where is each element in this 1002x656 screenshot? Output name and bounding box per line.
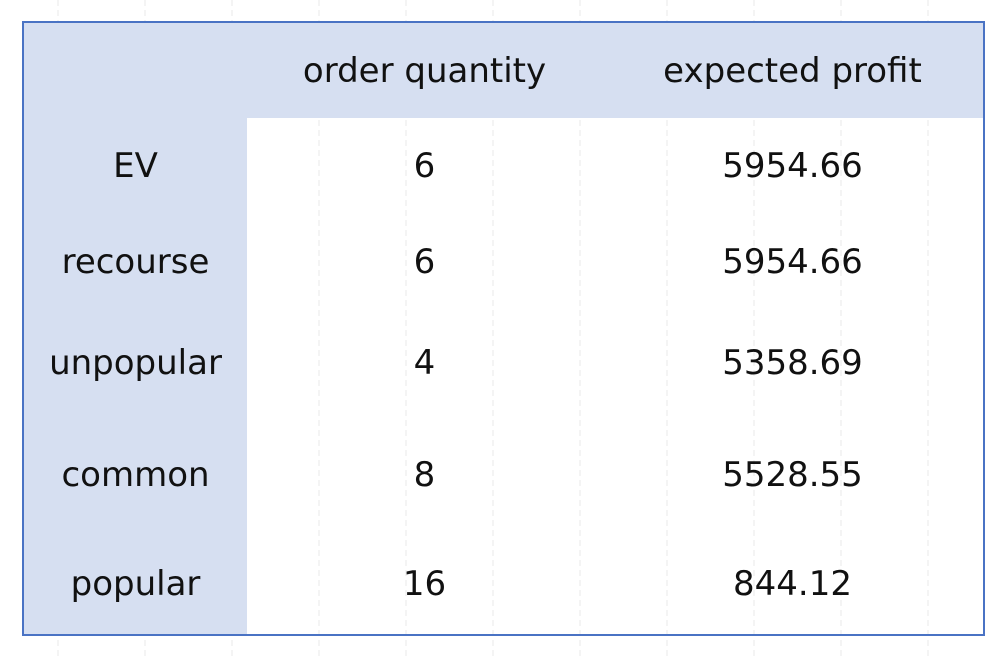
- expected-profit-cell: 844.12: [733, 563, 852, 604]
- column-header-order-quantity: order quantity: [247, 22, 602, 118]
- row-label-ev: EV: [23, 118, 247, 214]
- corner-cell: [23, 22, 247, 118]
- table-row: common 8 5528.55: [23, 416, 984, 533]
- order-quantity-cell: 16: [402, 563, 447, 604]
- table-row: EV 6 5954.66: [23, 118, 984, 214]
- row-label-popular: popular: [23, 533, 247, 635]
- order-quantity-cell: 6: [413, 242, 436, 282]
- expected-profit-cell: 5954.66: [722, 242, 863, 282]
- table-row: recourse 6 5954.66: [23, 214, 984, 310]
- expected-profit-cell: 5528.55: [722, 454, 863, 495]
- column-header-expected-profit: expected profit: [602, 22, 984, 118]
- order-quantity-cell: 4: [413, 343, 436, 383]
- order-quantity-cell: 6: [413, 146, 436, 186]
- table-row: popular 16 844.12: [23, 533, 984, 635]
- table-row: unpopular 4 5358.69: [23, 310, 984, 416]
- row-label-common: common: [23, 416, 247, 533]
- results-table: order quantity expected profit EV 6 5954…: [22, 21, 985, 636]
- row-label-recourse: recourse: [23, 214, 247, 310]
- expected-profit-cell: 5954.66: [722, 146, 863, 186]
- order-quantity-cell: 8: [413, 454, 436, 495]
- header-row: order quantity expected profit: [23, 22, 984, 118]
- row-label-unpopular: unpopular: [23, 310, 247, 416]
- expected-profit-cell: 5358.69: [722, 343, 863, 383]
